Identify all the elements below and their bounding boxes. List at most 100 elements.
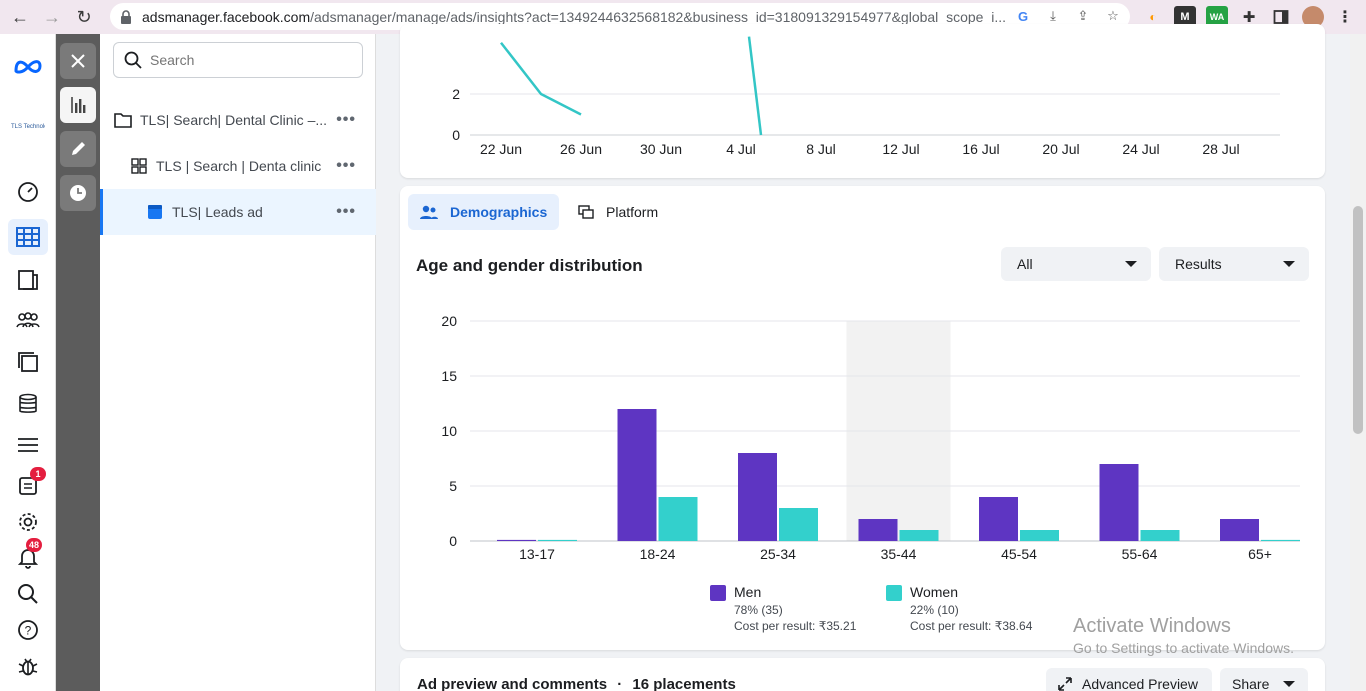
x-tick-label: 18-24 (640, 546, 676, 562)
bar-women (538, 539, 577, 541)
legend-men-cost: Cost per result: ₹35.21 (734, 619, 857, 633)
meta-logo-icon[interactable] (8, 48, 48, 84)
creative-hub-icon[interactable] (8, 344, 48, 380)
tab-label: Demographics (450, 204, 548, 220)
share-icon[interactable]: ⇪ (1077, 8, 1089, 23)
people-icon (420, 205, 438, 219)
x-tick-label: 12 Jul (882, 141, 919, 157)
svg-text:?: ? (25, 624, 32, 638)
side-tool-strip (56, 34, 100, 691)
bar-men (1220, 519, 1259, 541)
close-panel-button[interactable] (60, 43, 96, 79)
tab-demographics[interactable]: Demographics (408, 194, 560, 230)
legend-men-share: 78% (35) (734, 603, 783, 617)
billing-stack-icon[interactable] (8, 386, 48, 422)
tree-search[interactable] (113, 42, 363, 78)
clock-icon (70, 185, 86, 201)
account-notifications-icon[interactable]: 1 (8, 467, 48, 503)
bug-report-icon[interactable] (8, 648, 48, 684)
legend-women-cost: Cost per result: ₹38.64 (910, 619, 1033, 633)
bar-women (658, 497, 698, 541)
bar-men (1099, 464, 1139, 541)
more-options-icon[interactable]: ••• (336, 203, 356, 220)
demographics-title: Age and gender distribution (416, 256, 643, 275)
dashboard-gauge-icon[interactable] (8, 174, 48, 210)
extension-drop-icon[interactable]: ◐ (1149, 10, 1157, 24)
x-tick-label: 65+ (1248, 546, 1272, 562)
pencil-icon (72, 142, 85, 155)
forward-icon[interactable]: → (43, 6, 61, 27)
more-options-icon[interactable]: ••• (336, 111, 356, 128)
browser-menu-icon[interactable]: ⋮ (1337, 9, 1353, 26)
legend-men-label: Men (734, 584, 762, 600)
profile-avatar-icon[interactable] (1302, 6, 1324, 28)
bar-chart-icon (71, 97, 86, 113)
extension-wa-icon[interactable]: WA (1206, 6, 1228, 28)
trend-line (500, 41, 582, 116)
activation-watermark-title: Activate Windows (1073, 615, 1231, 637)
bar-women (1140, 530, 1180, 541)
reports-icon[interactable] (8, 262, 48, 298)
button-label: Advanced Preview (1082, 676, 1198, 691)
y-tick-label: 15 (441, 368, 457, 384)
page-scrollbar[interactable] (1350, 34, 1366, 691)
insights-main: 0 2 22 Jun 26 Jun 30 Jun 4 Jul 8 Jul 12 Jul 16 J… (376, 24, 1350, 691)
advanced-preview-button[interactable]: Advanced Preview (1046, 668, 1212, 691)
sidepanel-icon[interactable] (1270, 6, 1292, 28)
search-input[interactable] (150, 52, 350, 68)
results-trend-card: 0 2 22 Jun 26 Jun 30 Jun 4 Jul 8 Jul 12 Jul 16 J… (400, 24, 1325, 178)
x-tick-label: 30 Jun (640, 141, 682, 157)
settings-gear-icon[interactable] (8, 504, 48, 540)
account-logo-icon[interactable]: TLS Technology (8, 108, 48, 144)
tab-platform[interactable]: Platform (566, 194, 670, 230)
share-button[interactable]: Share (1220, 668, 1308, 691)
google-icon[interactable]: G (1017, 8, 1029, 24)
install-icon[interactable]: ⤓ (1050, 8, 1056, 23)
age-gender-bar-chart: 0 5 10 15 20 13-17 18-24 25-34 35-44 45-54 55-64 65… (441, 313, 1300, 562)
bar-women (1261, 539, 1300, 541)
legend-women-label: Women (910, 584, 958, 600)
more-options-icon[interactable]: ••• (336, 157, 356, 174)
audiences-icon[interactable] (8, 302, 48, 338)
campaigns-table-icon[interactable] (8, 219, 48, 255)
y-tick-label: 2 (452, 86, 460, 102)
tree-item-adset[interactable]: TLS | Search | Denta clinic ••• (100, 143, 376, 189)
lock-icon (121, 9, 131, 24)
button-label: Share (1232, 676, 1270, 691)
x-tick-label: 16 Jul (962, 141, 999, 157)
tree-item-campaign[interactable]: TLS| Search| Dental Clinic –... ••• (100, 97, 376, 143)
bar-men (858, 519, 898, 541)
demographics-card: Demographics Platform Age and gender dis… (400, 186, 1325, 650)
extension-m-icon[interactable]: M (1174, 6, 1196, 28)
url-host: adsmanager.facebook.com (142, 8, 311, 25)
extensions-puzzle-icon[interactable]: ✚ (1242, 9, 1256, 26)
scrollbar-thumb[interactable] (1353, 206, 1363, 434)
y-tick-label: 20 (441, 313, 457, 329)
campaign-tree-panel: TLS| Search| Dental Clinic –... ••• TLS … (100, 34, 376, 691)
metric-dropdown[interactable]: Results (1159, 247, 1309, 281)
alerts-badge: 48 (26, 538, 43, 552)
app-nav-rail: TLS Technology 1 48 ? (0, 34, 56, 691)
ad-preview-title: Ad preview and comments (417, 676, 608, 691)
dropdown-value: Results (1175, 256, 1222, 272)
search-icon[interactable] (8, 576, 48, 612)
women-swatch (886, 585, 902, 601)
help-icon[interactable]: ? (8, 612, 48, 648)
reload-icon[interactable]: ↻ (76, 6, 92, 27)
ad-icon (146, 203, 164, 221)
edit-button[interactable] (60, 131, 96, 167)
tree-item-label: TLS | Search | Denta clinic (156, 158, 322, 174)
y-tick-label: 10 (441, 423, 457, 439)
bar-men (617, 409, 657, 541)
gender-filter-dropdown[interactable]: All (1001, 247, 1151, 281)
back-icon[interactable]: ← (11, 6, 29, 27)
tree-item-ad[interactable]: TLS| Leads ad ••• (100, 189, 376, 235)
bar-women (899, 530, 939, 541)
search-icon (124, 51, 142, 69)
bar-men (738, 453, 777, 541)
alerts-bell-icon[interactable]: 48 (8, 538, 48, 576)
star-icon[interactable]: ☆ (1107, 8, 1119, 23)
history-button[interactable] (60, 175, 96, 211)
all-tools-menu-icon[interactable] (8, 427, 48, 463)
insights-chart-button[interactable] (60, 87, 96, 123)
